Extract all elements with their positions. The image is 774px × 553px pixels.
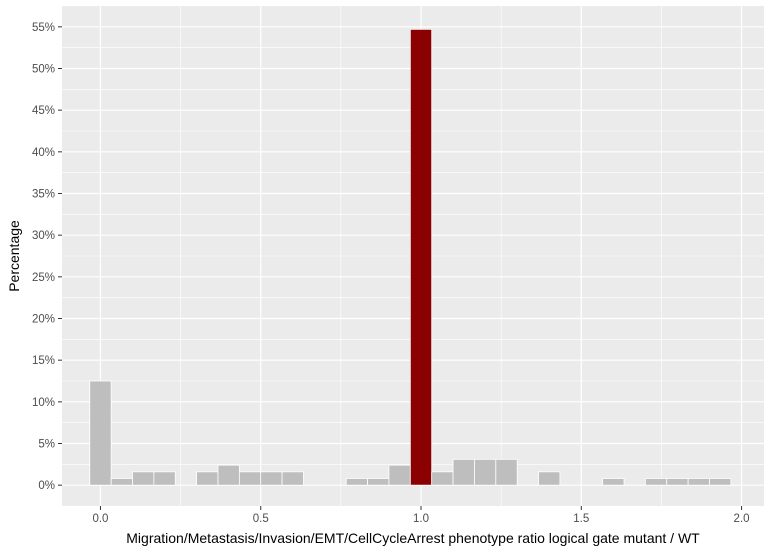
y-tick-label: 5% [38, 439, 55, 451]
histogram-bar [110, 478, 133, 486]
x-tick-label: 1.0 [413, 513, 429, 525]
histogram-bar [495, 458, 518, 486]
histogram-bar [709, 478, 732, 486]
histogram-bar [666, 478, 689, 486]
histogram-bar [431, 471, 454, 486]
histogram-bar [196, 471, 219, 486]
histogram-bar [281, 471, 304, 486]
y-tick-label: 0% [38, 480, 55, 492]
histogram-bar [345, 478, 368, 486]
histogram-bar [260, 471, 283, 486]
histogram-bar [367, 478, 390, 486]
y-tick-label: 10% [32, 397, 55, 409]
histogram-bar [474, 458, 497, 486]
histogram-bar-highlight [409, 28, 433, 486]
histogram-bar [238, 471, 262, 486]
histogram-bar [687, 478, 710, 486]
histogram-bar [452, 458, 475, 486]
histogram-bar [132, 471, 155, 486]
histogram-bar [153, 471, 176, 486]
y-tick-label: 40% [32, 147, 55, 159]
y-tick-label: 25% [32, 272, 55, 284]
y-axis-ticks: 0% 5% 10% 15% 20% 25% 30% 35% 40% 45% 50% 55% [32, 22, 62, 492]
histogram-bar [89, 380, 112, 486]
histogram-bar [538, 471, 561, 486]
y-tick-label: 45% [32, 105, 55, 117]
y-tick-label: 35% [32, 189, 55, 201]
y-tick-label: 50% [32, 64, 55, 76]
y-tick-label: 15% [32, 355, 55, 367]
histogram-bar [602, 478, 625, 486]
x-tick-label: 0.5 [253, 513, 269, 525]
y-tick-label: 20% [32, 314, 55, 326]
x-tick-label: 2.0 [734, 513, 750, 525]
x-axis-ticks: 0.0 0.5 1.0 1.5 2.0 [92, 506, 750, 525]
bars [89, 28, 732, 486]
y-tick-label: 30% [32, 230, 55, 242]
x-tick-label: 0.0 [92, 513, 108, 525]
histogram-bar [644, 478, 668, 486]
x-axis-title: Migration/Metastasis/Invasion/EMT/CellCy… [126, 530, 700, 546]
x-tick-label: 1.5 [573, 513, 589, 525]
y-tick-label: 55% [32, 22, 55, 34]
histogram-bar [217, 464, 240, 486]
y-axis-title: Percentage [6, 220, 22, 292]
histogram-bar [388, 464, 411, 486]
